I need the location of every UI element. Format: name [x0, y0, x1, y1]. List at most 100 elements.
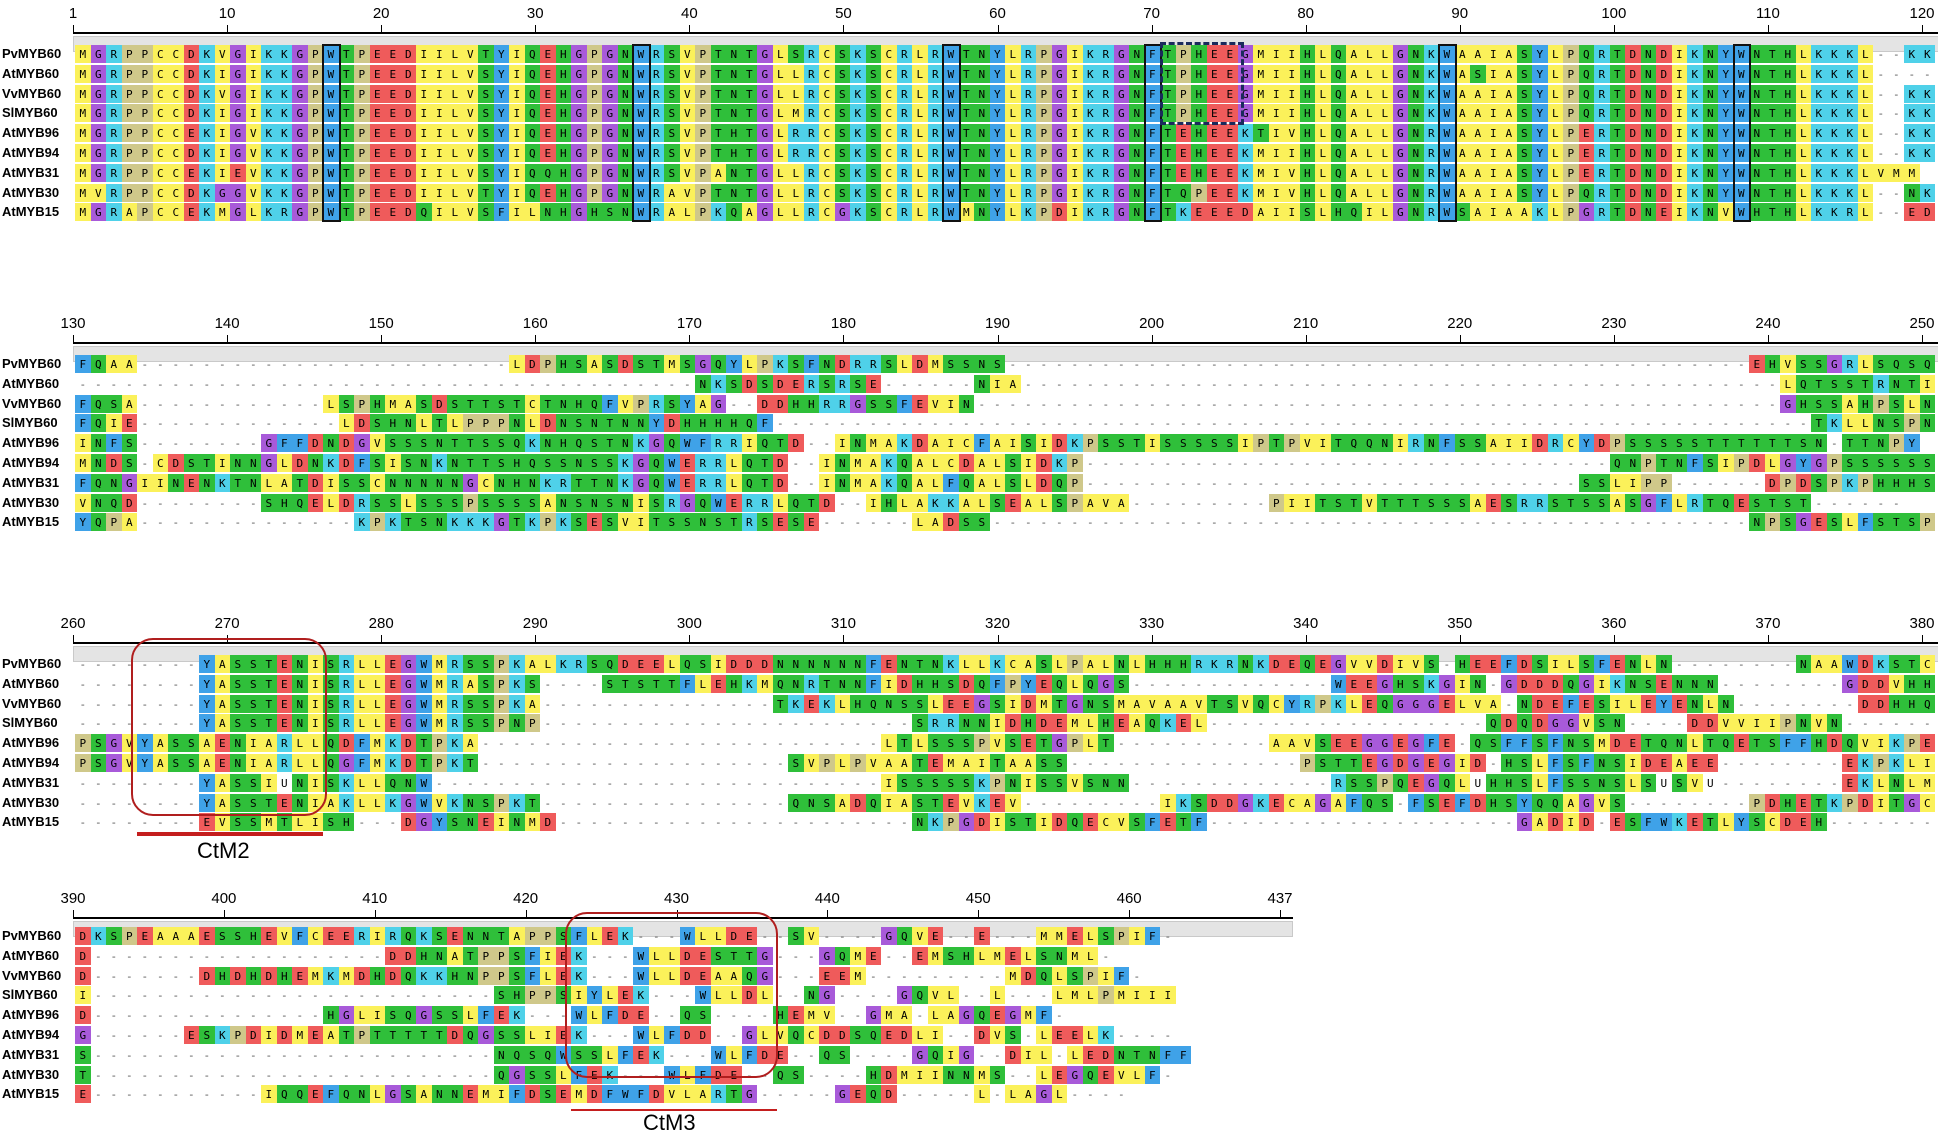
- residue: T: [1609, 144, 1625, 162]
- residue: P: [1749, 793, 1765, 812]
- residue: -: [156, 658, 164, 671]
- residue: A: [881, 434, 897, 453]
- residue: -: [1272, 776, 1280, 790]
- residue: P: [1888, 434, 1904, 453]
- residue: F: [1547, 754, 1563, 772]
- residue: -: [296, 989, 304, 1003]
- residue: -: [807, 737, 815, 751]
- residue: A: [199, 734, 215, 753]
- residue: D: [772, 454, 788, 472]
- residue: I: [1671, 64, 1687, 83]
- residue: S: [1842, 374, 1858, 393]
- residue: W: [1439, 144, 1455, 162]
- residue: C: [168, 104, 184, 123]
- residue: -: [962, 1088, 970, 1102]
- ruler-tick-label: 70: [1143, 5, 1160, 22]
- residue: S: [524, 493, 540, 512]
- residue: -: [1644, 377, 1652, 391]
- residue: I: [1020, 454, 1036, 472]
- residue: V: [1237, 694, 1253, 713]
- residue: H: [385, 414, 401, 433]
- residue: C: [819, 203, 835, 222]
- residue: -: [1660, 417, 1668, 431]
- residue: L: [1842, 513, 1858, 532]
- residue: S: [571, 355, 587, 373]
- residue: S: [1191, 434, 1207, 453]
- residue: Q: [1036, 966, 1052, 985]
- residue: -: [156, 969, 164, 983]
- residue: -: [327, 358, 335, 371]
- residue: T: [741, 163, 757, 182]
- ruler-tick: [73, 25, 74, 32]
- residue: K: [385, 793, 401, 812]
- residue: A: [1268, 734, 1284, 753]
- residue: L: [1005, 124, 1021, 143]
- residue: D: [772, 473, 788, 492]
- residue: F: [1144, 64, 1160, 83]
- residue: K: [276, 183, 292, 202]
- residue: T: [1346, 493, 1362, 512]
- residue: N: [1811, 434, 1827, 453]
- residue: G: [400, 694, 416, 713]
- residue: -: [156, 816, 164, 830]
- residue: E: [834, 966, 850, 985]
- residue: D: [726, 927, 742, 945]
- residue: L: [710, 986, 726, 1005]
- residue: K: [1842, 163, 1858, 182]
- residue: Y: [1532, 144, 1548, 162]
- residue: P: [1036, 45, 1052, 63]
- ruler-axis: [73, 342, 1938, 344]
- residue: L: [1563, 655, 1579, 673]
- residue: -: [265, 358, 273, 371]
- residue: -: [1365, 358, 1373, 371]
- residue: -: [1288, 677, 1296, 691]
- residue: N: [974, 64, 990, 83]
- residue: L: [974, 946, 990, 965]
- residue: -: [172, 989, 180, 1003]
- residue: M: [664, 355, 680, 373]
- residue: N: [1113, 1045, 1129, 1064]
- residue: M: [803, 1006, 819, 1025]
- residue: R: [1191, 655, 1207, 673]
- residue: -: [1675, 658, 1683, 671]
- residue: Q: [741, 966, 757, 985]
- residue: R: [803, 183, 819, 202]
- residue: K: [1687, 64, 1703, 83]
- residue: P: [1733, 454, 1749, 472]
- residue: D: [1516, 674, 1532, 693]
- residue: -: [404, 1068, 412, 1082]
- residue: G: [757, 64, 773, 83]
- residue: -: [1303, 717, 1311, 731]
- residue: -: [668, 816, 676, 830]
- residue: -: [745, 397, 753, 411]
- residue: S: [1005, 473, 1021, 492]
- ruler-tick: [1151, 25, 1153, 32]
- residue: -: [1675, 417, 1683, 431]
- residue: L: [989, 986, 1005, 1005]
- residue: F: [803, 355, 819, 373]
- residue: A: [1671, 754, 1687, 772]
- residue: -: [280, 1009, 288, 1023]
- residue: A: [261, 734, 277, 753]
- residue: L: [1454, 694, 1470, 713]
- ruler-tick: [73, 635, 74, 642]
- residue: I: [431, 45, 447, 63]
- residue: A: [1501, 144, 1517, 162]
- residue: -: [141, 949, 149, 963]
- residue: P: [1873, 394, 1889, 413]
- residue: S: [478, 84, 494, 103]
- residue: K: [1082, 183, 1098, 202]
- residue: N: [1640, 144, 1656, 162]
- residue: S: [1175, 434, 1191, 453]
- residue: D: [1594, 434, 1610, 453]
- residue: T: [958, 84, 974, 103]
- residue: I: [307, 773, 323, 792]
- residue: G: [1780, 394, 1796, 413]
- residue: -: [900, 377, 908, 391]
- residue: S: [958, 513, 974, 532]
- residue: P: [586, 104, 602, 123]
- residue: N: [230, 734, 246, 753]
- residue: D: [1625, 64, 1641, 83]
- residue: I: [1067, 104, 1083, 123]
- residue: D: [1051, 813, 1067, 832]
